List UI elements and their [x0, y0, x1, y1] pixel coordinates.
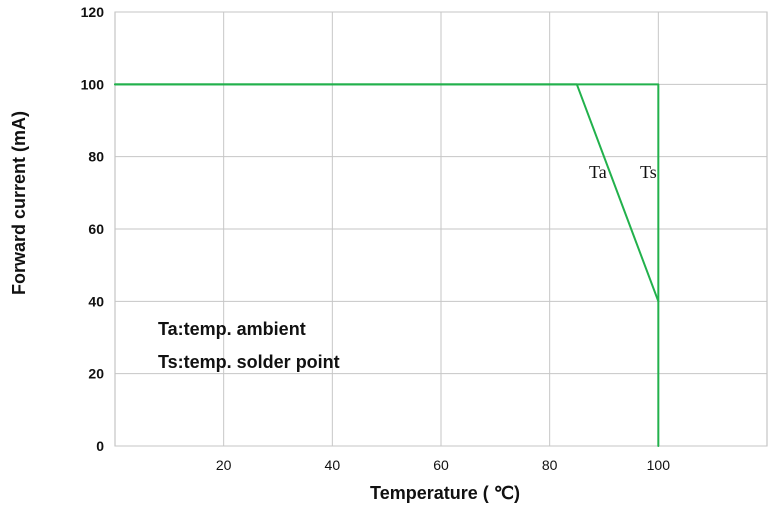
y-axis-label: Forward current (mA)	[9, 111, 29, 295]
x-tick-label-80: 80	[542, 457, 558, 473]
legend-note-ts: Ts:temp. solder point	[158, 352, 340, 372]
y-tick-label-120: 120	[81, 4, 105, 20]
x-tick-label-20: 20	[216, 457, 232, 473]
series-label-ts: Ts	[640, 162, 657, 182]
x-tick-label-100: 100	[647, 457, 671, 473]
series-ts-line	[114, 83, 660, 447]
legend-note-ta: Ta:temp. ambient	[158, 319, 306, 339]
y-tick-label-20: 20	[88, 366, 104, 382]
series	[114, 83, 660, 447]
x-axis-label: Temperature ( ℃)	[370, 483, 520, 503]
y-tick-label-40: 40	[88, 293, 104, 309]
x-tick-label-60: 60	[433, 457, 449, 473]
series-label-ta: Ta	[589, 162, 607, 182]
x-tick-label-40: 40	[325, 457, 341, 473]
y-tick-label-0: 0	[96, 438, 104, 454]
y-tick-label-100: 100	[81, 76, 105, 92]
y-tick-label-80: 80	[88, 149, 104, 165]
tick-labels: 20 40 60 80 100 0 20 40 60 80 100 120	[81, 4, 671, 473]
y-tick-label-60: 60	[88, 221, 104, 237]
